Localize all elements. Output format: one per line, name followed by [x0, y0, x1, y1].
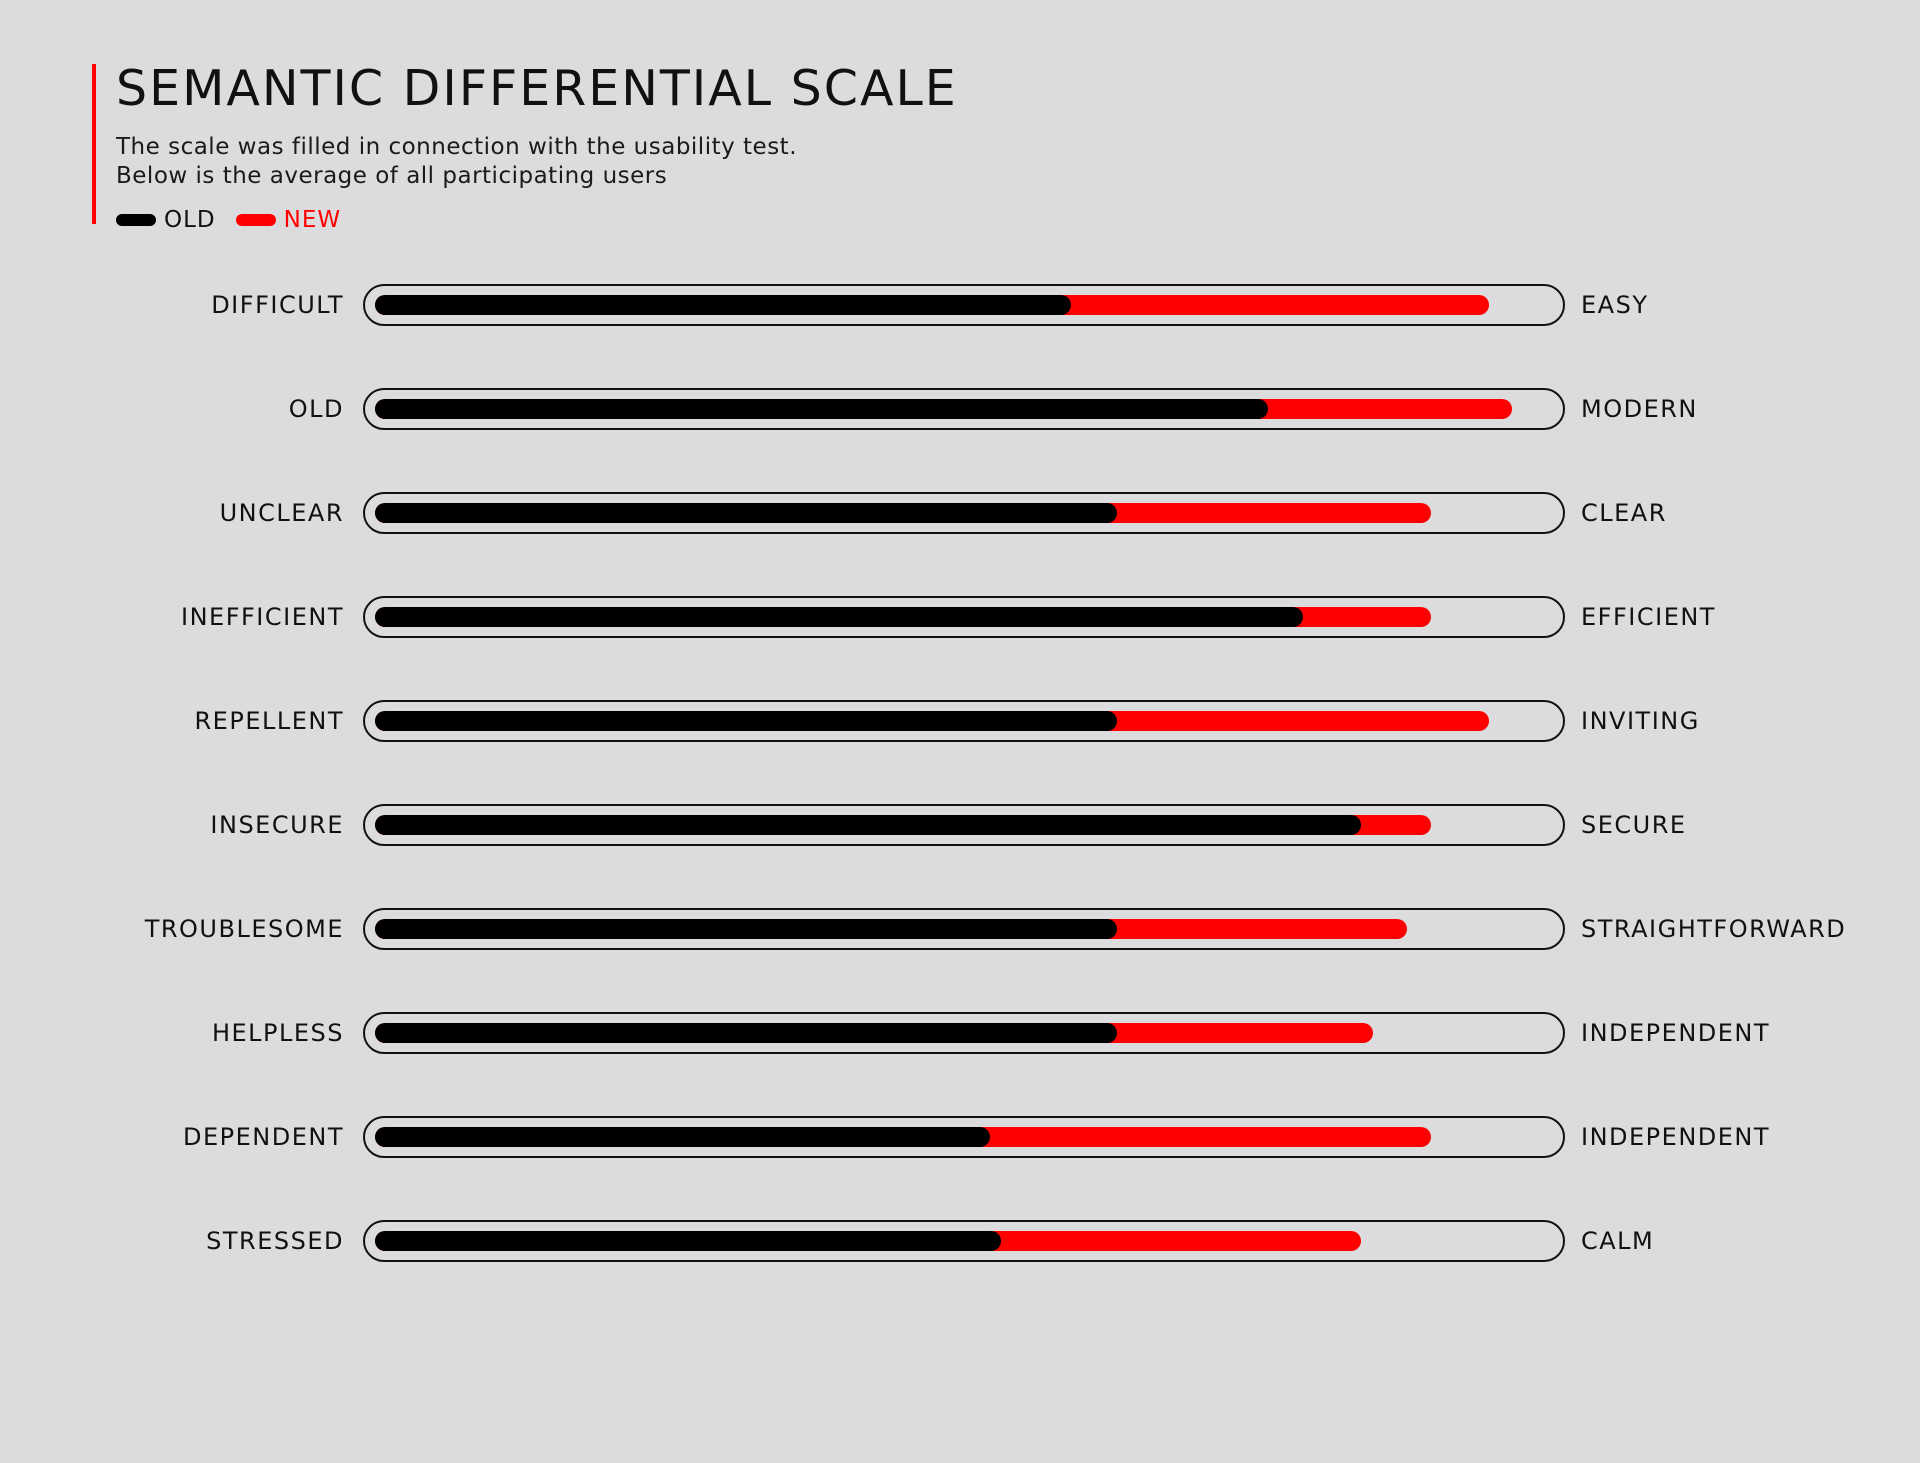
legend-label-new: NEW — [283, 207, 342, 233]
row-label-left: STRESSED — [206, 1227, 344, 1255]
scale-track — [363, 492, 1565, 534]
legend-label-old: OLD — [164, 207, 216, 233]
scale-row: UNCLEAR CLEAR — [0, 492, 1920, 596]
bar-old — [375, 815, 1361, 835]
scale-row: HELPLESS INDEPENDENT — [0, 1012, 1920, 1116]
legend: OLD NEW — [116, 207, 1192, 233]
row-label-right: INVITING — [1581, 707, 1700, 735]
scale-track — [363, 388, 1565, 430]
scale-track — [363, 804, 1565, 846]
bar-old — [375, 1127, 990, 1147]
row-label-right: INDEPENDENT — [1581, 1123, 1771, 1151]
row-label-left: INEFFICIENT — [181, 603, 344, 631]
scale-track — [363, 908, 1565, 950]
bar-old — [375, 1023, 1117, 1043]
row-label-left: INSECURE — [210, 811, 344, 839]
row-label-left: DIFFICULT — [211, 291, 344, 319]
scale-row: INSECURE SECURE — [0, 804, 1920, 908]
scale-track — [363, 284, 1565, 326]
bar-old — [375, 399, 1268, 419]
row-label-right: EASY — [1581, 291, 1649, 319]
scale-row: STRESSED CALM — [0, 1220, 1920, 1324]
subtitle-line-2: Below is the average of all participatin… — [116, 163, 668, 189]
row-label-left: HELPLESS — [211, 1019, 344, 1047]
legend-item-new: NEW — [235, 207, 342, 233]
scale-row: OLD MODERN — [0, 388, 1920, 492]
chart-subtitle: The scale was filled in connection with … — [116, 133, 1192, 191]
row-label-right: MODERN — [1581, 395, 1698, 423]
scale-row: TROUBLESOME STRAIGHTFORWARD — [0, 908, 1920, 1012]
row-label-right: CALM — [1581, 1227, 1655, 1255]
scale-track — [363, 596, 1565, 638]
row-label-left: OLD — [288, 395, 344, 423]
bar-old — [375, 711, 1117, 731]
scale-track — [363, 1220, 1565, 1262]
legend-swatch-new — [235, 214, 276, 226]
subtitle-line-1: The scale was filled in connection with … — [116, 134, 798, 160]
row-label-left: REPELLENT — [194, 707, 344, 735]
scale-track — [363, 1116, 1565, 1158]
row-label-left: TROUBLESOME — [144, 915, 344, 943]
legend-item-old: OLD — [116, 207, 216, 233]
bar-old — [375, 503, 1117, 523]
chart-rows: DIFFICULT EASY OLD MODERN UNCLEAR CLEAR INEFFI… — [0, 284, 1920, 1324]
row-label-right: EFFICIENT — [1581, 603, 1716, 631]
row-label-right: INDEPENDENT — [1581, 1019, 1771, 1047]
scale-row: REPELLENT INVITING — [0, 700, 1920, 804]
bar-old — [375, 295, 1071, 315]
bar-old — [375, 1231, 1001, 1251]
scale-track — [363, 1012, 1565, 1054]
row-label-right: STRAIGHTFORWARD — [1581, 915, 1847, 943]
scale-row: DEPENDENT INDEPENDENT — [0, 1116, 1920, 1220]
bar-old — [375, 607, 1303, 627]
scale-row: DIFFICULT EASY — [0, 284, 1920, 388]
bar-old — [375, 919, 1117, 939]
scale-track — [363, 700, 1565, 742]
row-label-right: SECURE — [1581, 811, 1687, 839]
chart-header: SEMANTIC DIFFERENTIAL SCALE The scale wa… — [92, 60, 1192, 233]
row-label-right: CLEAR — [1581, 499, 1667, 527]
row-label-left: DEPENDENT — [183, 1123, 344, 1151]
row-label-left: UNCLEAR — [219, 499, 344, 527]
legend-swatch-old — [116, 214, 156, 226]
scale-row: INEFFICIENT EFFICIENT — [0, 596, 1920, 700]
chart-title: SEMANTIC DIFFERENTIAL SCALE — [116, 60, 958, 117]
